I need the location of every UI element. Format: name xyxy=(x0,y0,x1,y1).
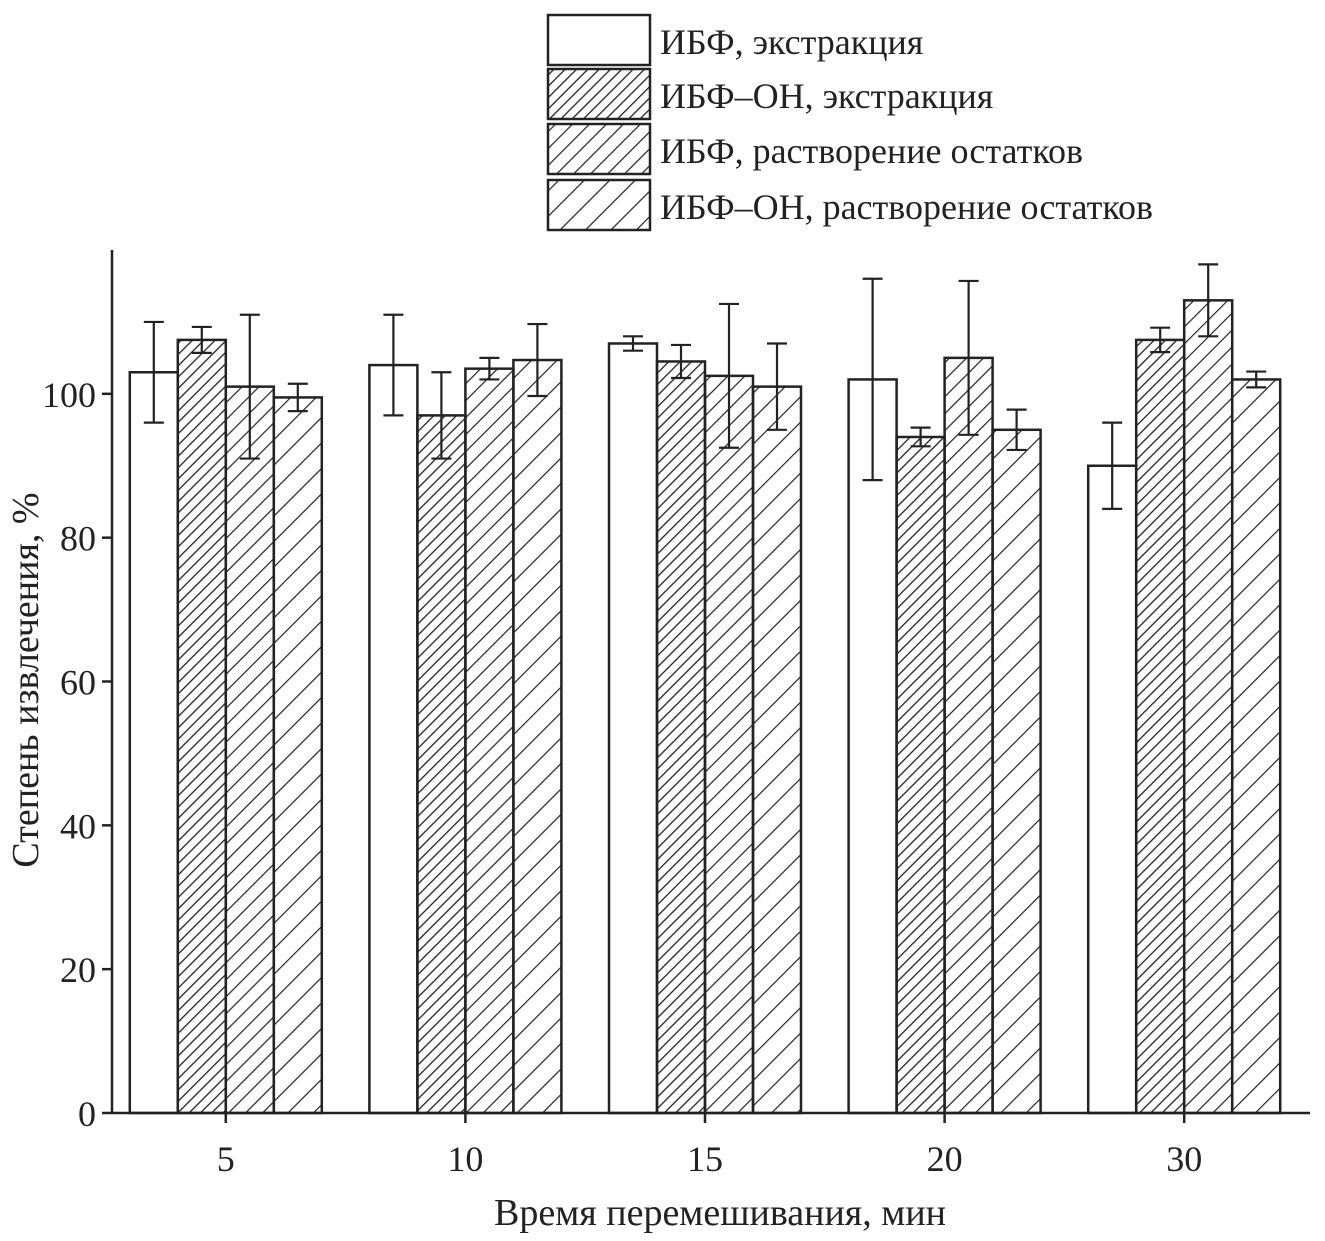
bar xyxy=(703,374,755,1115)
legend-label: ИБФ, экстракция xyxy=(660,22,923,62)
x-tick-label: 10 xyxy=(447,1139,483,1179)
bar xyxy=(607,342,659,1115)
bar xyxy=(1086,464,1138,1115)
bar xyxy=(224,385,276,1115)
bar xyxy=(464,367,515,1115)
bar xyxy=(895,435,946,1115)
y-tick-label: 80 xyxy=(60,519,96,559)
legend-swatch xyxy=(546,122,652,176)
bar xyxy=(991,428,1042,1115)
bar xyxy=(272,396,324,1115)
legend-swatch xyxy=(546,13,652,67)
y-axis-label: Степень извлечения, % xyxy=(5,492,47,867)
legend: ИБФ, экстракция ИБФ–ОН, экстракция ИБФ, ра… xyxy=(546,13,1153,232)
bar xyxy=(368,363,419,1115)
bar xyxy=(943,356,994,1115)
x-tick-label: 30 xyxy=(1166,1139,1202,1179)
legend-swatch xyxy=(546,178,652,232)
bar xyxy=(128,371,180,1115)
bar xyxy=(655,360,707,1115)
bar xyxy=(416,414,467,1115)
legend-label: ИБФ, растворение остатков xyxy=(660,131,1083,171)
bars xyxy=(128,263,1282,1115)
legend-label: ИБФ–ОН, экстракция xyxy=(660,76,993,116)
bar xyxy=(176,338,228,1115)
bar xyxy=(751,385,803,1115)
bar xyxy=(1230,378,1282,1115)
legend-swatch xyxy=(546,67,652,121)
y-tick-label: 60 xyxy=(60,663,96,703)
y-tick-label: 0 xyxy=(78,1094,96,1134)
legend-label: ИБФ–ОН, растворение остатков xyxy=(660,187,1153,227)
x-tick-label: 15 xyxy=(687,1139,723,1179)
y-tick-label: 100 xyxy=(42,375,96,415)
bar xyxy=(847,378,898,1115)
y-tick-label: 20 xyxy=(60,950,96,990)
bar xyxy=(1134,338,1186,1115)
bar xyxy=(1182,299,1234,1115)
x-axis-label: Время перемешивания, мин xyxy=(494,1192,946,1234)
bar xyxy=(512,358,563,1115)
axes: 0 20 40 60 80 100 5 10 15 20 30 xyxy=(42,250,1310,1179)
x-tick-label: 20 xyxy=(927,1139,963,1179)
x-tick-label: 5 xyxy=(217,1139,235,1179)
y-tick-label: 40 xyxy=(60,806,96,846)
